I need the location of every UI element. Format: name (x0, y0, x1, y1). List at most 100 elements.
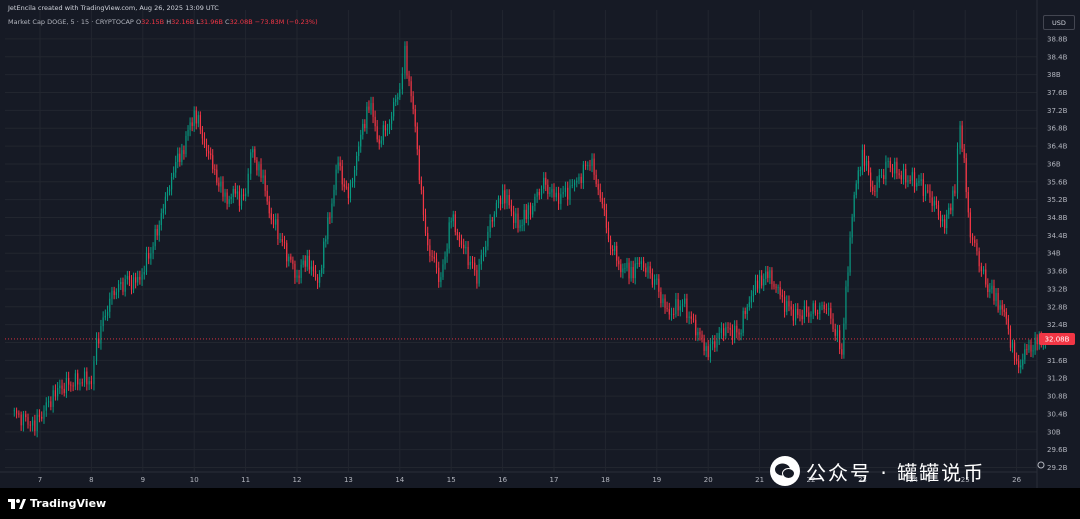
x-tick-label: 14 (395, 476, 404, 484)
candle-body (489, 220, 491, 232)
candle-body (258, 164, 260, 171)
candle-body (952, 190, 954, 211)
candle-body (805, 306, 808, 313)
candle-body (963, 148, 965, 159)
candle-body (122, 281, 124, 292)
candle-body (658, 278, 660, 292)
candle-body (438, 267, 440, 282)
candle-body (130, 279, 133, 290)
candle-body (454, 214, 456, 233)
candle-body (611, 248, 614, 252)
tradingview-brand[interactable]: TradingView (8, 497, 106, 510)
candle-body (292, 259, 294, 264)
candle-body (100, 326, 102, 344)
candle-body (961, 125, 963, 149)
candle-body (154, 229, 156, 247)
candle-body (771, 270, 773, 285)
candle-body (81, 382, 83, 384)
candle-body (341, 166, 343, 185)
candle-body (465, 247, 467, 249)
candle-body (870, 172, 872, 187)
candle-body (335, 169, 337, 190)
candle-body (538, 192, 540, 196)
candle-body (668, 309, 670, 315)
candle-body (460, 240, 463, 245)
candle-body (1024, 349, 1026, 360)
candle-body (834, 329, 836, 336)
candle-body (664, 298, 666, 308)
candle-body (376, 126, 378, 140)
candle-body (117, 284, 120, 293)
candle-body (740, 332, 742, 335)
candle-body (1032, 350, 1034, 352)
candle-body (393, 102, 395, 117)
candle-body (867, 160, 870, 173)
candle-body (236, 191, 238, 194)
y-tick-label: 31.2B (1047, 375, 1068, 383)
y-tick-label: 32.8B (1047, 303, 1068, 311)
candle-body (725, 327, 727, 336)
candle-body (1005, 311, 1007, 319)
candle-body (803, 306, 805, 320)
candle-body (158, 225, 160, 236)
candle-body (529, 205, 532, 215)
high-label: H (166, 18, 172, 26)
x-tick-label: 13 (344, 476, 353, 484)
candle-body (851, 216, 853, 238)
candle-body (467, 247, 469, 266)
candle-body (304, 260, 306, 267)
candle-body (139, 276, 141, 280)
candle-body (1009, 328, 1012, 348)
candle-body (228, 199, 230, 204)
candle-body (510, 205, 513, 212)
x-tick-label: 17 (550, 476, 559, 484)
x-tick-label: 11 (241, 476, 250, 484)
candle-body (913, 172, 916, 187)
candle-body (686, 298, 688, 318)
candle-body (63, 388, 65, 394)
candle-body (478, 264, 480, 284)
candle-body (707, 346, 709, 358)
candle-body (126, 275, 128, 280)
candle-body (995, 293, 997, 301)
candle-body (555, 192, 557, 198)
candle-body (300, 264, 302, 278)
candle-body (720, 328, 723, 334)
candle-body (616, 245, 618, 261)
candle-body (756, 280, 759, 289)
candle-body (1020, 365, 1022, 368)
candle-body (203, 138, 206, 145)
candle-body (463, 244, 465, 249)
candle-body (750, 296, 752, 303)
candle-body (193, 110, 195, 126)
candle-body (549, 192, 551, 194)
candle-body (480, 255, 482, 265)
candle-body (705, 346, 707, 351)
candle-body (620, 264, 622, 273)
candle-body (152, 246, 154, 254)
candle-body (57, 388, 59, 397)
candle-body (744, 310, 746, 314)
candle-body (978, 251, 980, 267)
candle-body (880, 175, 883, 176)
candle-body (164, 196, 167, 209)
candle-body (605, 209, 608, 228)
candle-body (861, 149, 863, 171)
candle-body (266, 190, 268, 202)
candle-body (242, 194, 245, 197)
candle-body (416, 126, 418, 150)
candle-body (828, 308, 830, 310)
x-tick-label: 24 (909, 476, 918, 484)
currency-button[interactable]: USD (1043, 15, 1075, 30)
candle-body (368, 106, 370, 110)
candle-body (45, 402, 47, 411)
candle-body (226, 192, 228, 204)
candle-body (1036, 337, 1038, 345)
candle-body (859, 170, 861, 171)
candle-body (614, 245, 616, 252)
candle-body (965, 158, 967, 193)
candle-body (420, 180, 422, 190)
candle-body (513, 211, 515, 223)
candle-body (618, 260, 620, 265)
